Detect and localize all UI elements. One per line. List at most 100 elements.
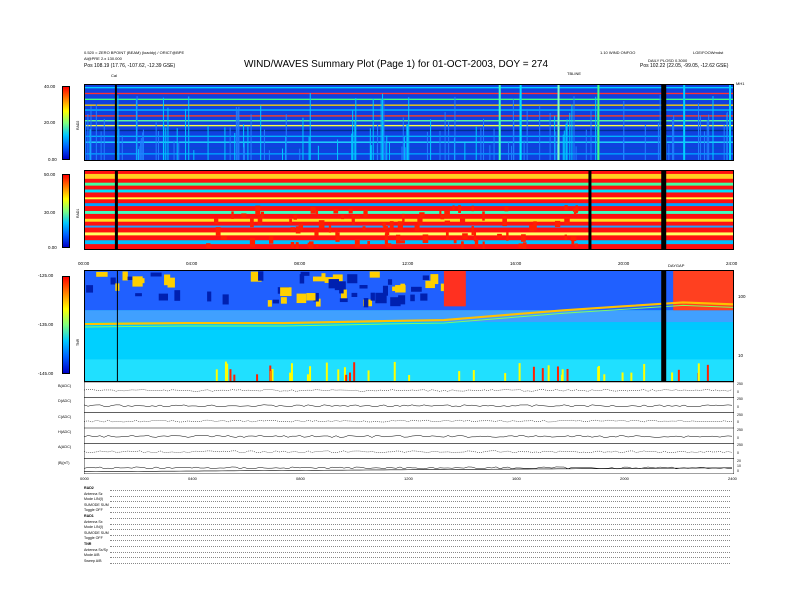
- tnr-spike: [621, 372, 624, 381]
- hk-xtick: 0800: [296, 476, 305, 481]
- param-dotted-rule: [110, 557, 730, 559]
- rad1-noise: [397, 221, 403, 231]
- tnr-patch: [280, 297, 287, 304]
- rad1-frequency-band: [85, 210, 733, 214]
- tnr-patch: [339, 298, 348, 303]
- rad2-burst: [142, 129, 144, 160]
- rad2-burst: [135, 98, 137, 160]
- rad2-burst: [706, 120, 708, 160]
- rad2-burst: [372, 98, 374, 160]
- rad1-noise: [250, 217, 254, 228]
- rad1-noise: [419, 212, 425, 218]
- rad2-burst: [697, 103, 699, 160]
- rad2-burst: [309, 93, 311, 160]
- tnr-plasma-line-edge: [85, 304, 733, 328]
- tnr-spike: [566, 368, 569, 381]
- rad2-type3-burst: [557, 85, 560, 160]
- header-left-line2: Al@PRE 2.x 130.000: [84, 56, 122, 61]
- rad1-noise: [316, 244, 319, 248]
- rad1-cal-gap: [114, 171, 118, 249]
- hk-row-label: A(ADC): [58, 445, 72, 450]
- rad1-xtick: 04:00: [186, 261, 198, 266]
- rad2-burst: [439, 130, 441, 160]
- tnr-mid-band: [85, 310, 733, 323]
- tnr-patch: [315, 298, 321, 307]
- tnr-patch: [313, 292, 319, 302]
- tnr-patch: [164, 274, 171, 286]
- tnr-patch: [300, 271, 310, 276]
- rad2-burst: [118, 128, 120, 160]
- rad1-noise: [502, 216, 507, 227]
- hk-xtick: 0000: [80, 476, 89, 481]
- tnr-patch: [390, 297, 401, 307]
- tnr-patch: [369, 271, 380, 278]
- hk-field-magnitude-line: [84, 467, 733, 472]
- rad1-xtick: 20:00: [618, 261, 630, 266]
- rad1-noise: [497, 233, 502, 238]
- rad2-burst: [493, 128, 495, 160]
- tnr-patch: [150, 272, 162, 277]
- header-right-line2: LGE/FOOWmdst: [693, 50, 724, 55]
- hk-right-tick: 250: [737, 412, 743, 417]
- rad1-noise: [504, 206, 509, 212]
- rad1-noise: [384, 233, 388, 245]
- rad2-burst: [302, 117, 304, 160]
- rad2-burst: [623, 100, 625, 160]
- tnr-patch: [398, 295, 406, 305]
- rad2-burst: [354, 121, 356, 160]
- rad2-burst: [444, 112, 446, 160]
- rad2-burst: [237, 110, 239, 160]
- rad1-noise: [383, 226, 388, 230]
- param-dotted-rule: [110, 529, 730, 531]
- hk-right-tick: 0: [737, 451, 739, 455]
- tnr-spike: [532, 366, 535, 381]
- header-left-line1: 0.520 = ZERO BPOINT (BEAM) (loaddy) / OR…: [84, 50, 185, 55]
- rad1-frequency-band: [85, 240, 733, 245]
- rad1-noise: [521, 234, 526, 242]
- tnr-burst-patch: [443, 271, 466, 307]
- header-right-line3: DAILY PLOSD 0.3000: [648, 58, 688, 63]
- rad2-burst: [317, 145, 319, 160]
- rad2-burst: [672, 119, 674, 160]
- rad1-noise: [445, 230, 449, 240]
- rad2-burst: [585, 129, 587, 160]
- tnr-patch: [296, 293, 307, 304]
- tnr-cal-line: [116, 271, 118, 381]
- rad1-frequency-band: [85, 197, 733, 200]
- rad1-noise: [214, 218, 219, 225]
- rad1-gap: [588, 171, 592, 249]
- marker-mh1: MH1: [736, 81, 745, 86]
- hk-row-background: [84, 382, 734, 398]
- tnr-patch: [207, 291, 212, 302]
- rad2-burst: [377, 124, 379, 160]
- rad1-noise: [335, 232, 340, 242]
- param-rad1-line: Toggle OFF: [84, 536, 103, 541]
- rad2-burst: [140, 140, 142, 160]
- rad1-noise: [573, 212, 577, 216]
- rad2-burst: [242, 147, 244, 160]
- rad1-noise: [290, 227, 295, 232]
- tnr-spike: [630, 372, 633, 381]
- tnr-spike: [518, 363, 521, 381]
- rad2-burst: [723, 124, 725, 160]
- tnr-patch: [425, 280, 435, 289]
- rad2-burst: [454, 96, 456, 160]
- rad1-noise: [439, 210, 442, 216]
- tnr-patch: [420, 293, 428, 301]
- rad2-burst: [554, 131, 556, 160]
- marker-tbline: TBLINE: [567, 71, 582, 76]
- tnr-patch: [339, 288, 344, 294]
- rad2-burst: [430, 119, 432, 160]
- rad2-burst: [408, 97, 410, 160]
- rad2-burst: [673, 115, 675, 160]
- tnr-spike: [229, 369, 232, 381]
- rad2-burst: [575, 146, 577, 160]
- tnr-patch: [334, 281, 346, 291]
- rad2-ytick-bot: 0.00: [48, 157, 57, 162]
- header-left-pos: Pos 108.19 (17.76, -107.62, -12.39 GSE): [84, 63, 176, 69]
- rad2-burst: [401, 146, 403, 160]
- rad1-noise: [255, 205, 261, 216]
- daygap-label: DAYGAP: [668, 263, 685, 268]
- tnr-spike: [671, 372, 674, 381]
- rad1-noise: [307, 242, 312, 247]
